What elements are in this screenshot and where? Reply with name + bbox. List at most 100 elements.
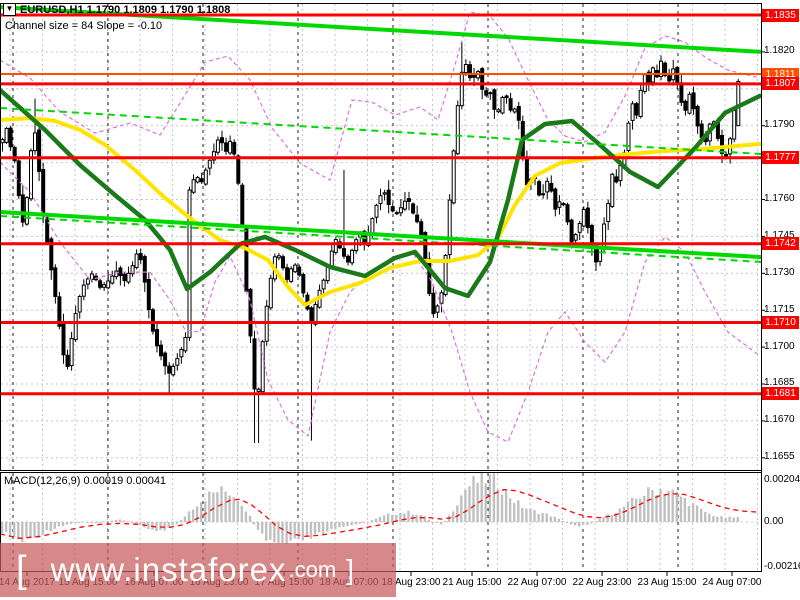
candle-body [260, 341, 265, 393]
price-axis-label: 1.1745 [764, 230, 795, 241]
macd-bar [354, 522, 357, 525]
macd-axis-label: 0.00204 [764, 473, 800, 485]
candle-body [89, 273, 94, 280]
macd-bar [622, 506, 626, 522]
candle-body [443, 255, 448, 296]
macd-bar [724, 517, 727, 522]
macd-bar [659, 488, 662, 522]
macd-bar [431, 521, 435, 523]
macd-bar [49, 522, 52, 532]
macd-bar [200, 502, 203, 522]
macd-bar [106, 521, 109, 523]
macd-bar [443, 520, 447, 522]
candle-body [427, 258, 432, 295]
candle-body [191, 179, 196, 193]
candle-body [659, 60, 663, 78]
candle-body [618, 165, 623, 182]
macd-bar [557, 518, 561, 522]
candle-body [65, 354, 70, 367]
price-level-badge: 1.1742 [762, 237, 799, 250]
time-axis-label: 17 Aug 15:00 [254, 577, 314, 588]
candle-body [516, 106, 521, 121]
macd-bar [240, 506, 243, 522]
macd-bar [655, 495, 658, 522]
macd-bar [74, 522, 77, 523]
macd-bar [700, 508, 703, 522]
macd-bar [687, 505, 691, 522]
channel-dashed-line[interactable] [0, 215, 762, 263]
candle-body [549, 183, 554, 192]
time-axis-label: 16 Aug 23:00 [189, 577, 249, 588]
macd-bar [273, 522, 276, 543]
candle-body [541, 193, 546, 196]
macd-bar [598, 519, 601, 522]
macd-bar [179, 519, 183, 522]
macd-bar [712, 516, 715, 522]
candle-body [73, 313, 78, 341]
candle-body [195, 177, 200, 183]
macd-bar [134, 522, 138, 524]
macd-bar [602, 517, 605, 522]
macd-bar [415, 515, 418, 522]
macd-bar [553, 516, 556, 522]
macd-bar [513, 503, 516, 522]
macd-bar [626, 501, 630, 522]
ma-dark-green-line [0, 87, 763, 299]
candle-body [33, 132, 37, 152]
macd-bar [569, 522, 573, 525]
macd-bar [362, 522, 365, 523]
candle-body [224, 142, 229, 152]
price-level-badge: 1.1681 [762, 387, 799, 400]
macd-bar [232, 497, 235, 522]
price-level-badge: 1.1807 [762, 77, 799, 90]
macd-bar [350, 522, 353, 526]
candle-body [285, 267, 290, 280]
macd-bar [395, 514, 398, 522]
macd-bar [90, 522, 93, 523]
macd-histogram [0, 471, 739, 544]
candle-body [561, 203, 566, 206]
candle-body [293, 264, 298, 273]
macd-bar [403, 513, 406, 522]
candle-body [110, 275, 115, 284]
macd-bar [651, 490, 654, 522]
macd-bar [423, 516, 426, 522]
macd-bar [435, 522, 439, 523]
macd-bar [171, 522, 174, 526]
macd-bar [529, 508, 532, 522]
candle-body [313, 303, 318, 325]
symbol-dropdown-icon[interactable]: ▼ [3, 3, 16, 16]
macd-bar [236, 501, 239, 522]
channel-dashed-line[interactable] [0, 107, 762, 155]
candle-body [268, 277, 273, 309]
macd-bar [634, 498, 638, 522]
candle-body [236, 155, 241, 184]
macd-bar [391, 515, 394, 522]
macd-bar [326, 522, 329, 532]
candle-body [431, 292, 436, 315]
candle-body [553, 188, 558, 210]
price-axis-label: 1.1685 [764, 377, 795, 388]
macd-bar [228, 495, 231, 522]
macd-bar [187, 511, 191, 522]
macd-bar [496, 489, 500, 522]
macd-bar [387, 513, 390, 522]
macd-bar [114, 519, 117, 522]
candle-body [407, 198, 411, 202]
macd-indicator-label: MACD(12,26,9) 0.00019 0.00041 [4, 475, 167, 487]
candle-body [37, 129, 42, 172]
macd-bar [285, 522, 288, 544]
candle-body [646, 71, 651, 83]
macd-bar [594, 521, 597, 523]
macd-bar [248, 515, 252, 522]
macd-bar [208, 491, 211, 522]
candle-body [634, 103, 639, 116]
candle-body [626, 122, 631, 151]
channel-trend-line[interactable] [0, 210, 762, 260]
macd-bar [53, 522, 56, 529]
candle-body [545, 180, 550, 193]
macd-bar [517, 500, 520, 522]
candle-body [439, 292, 444, 304]
